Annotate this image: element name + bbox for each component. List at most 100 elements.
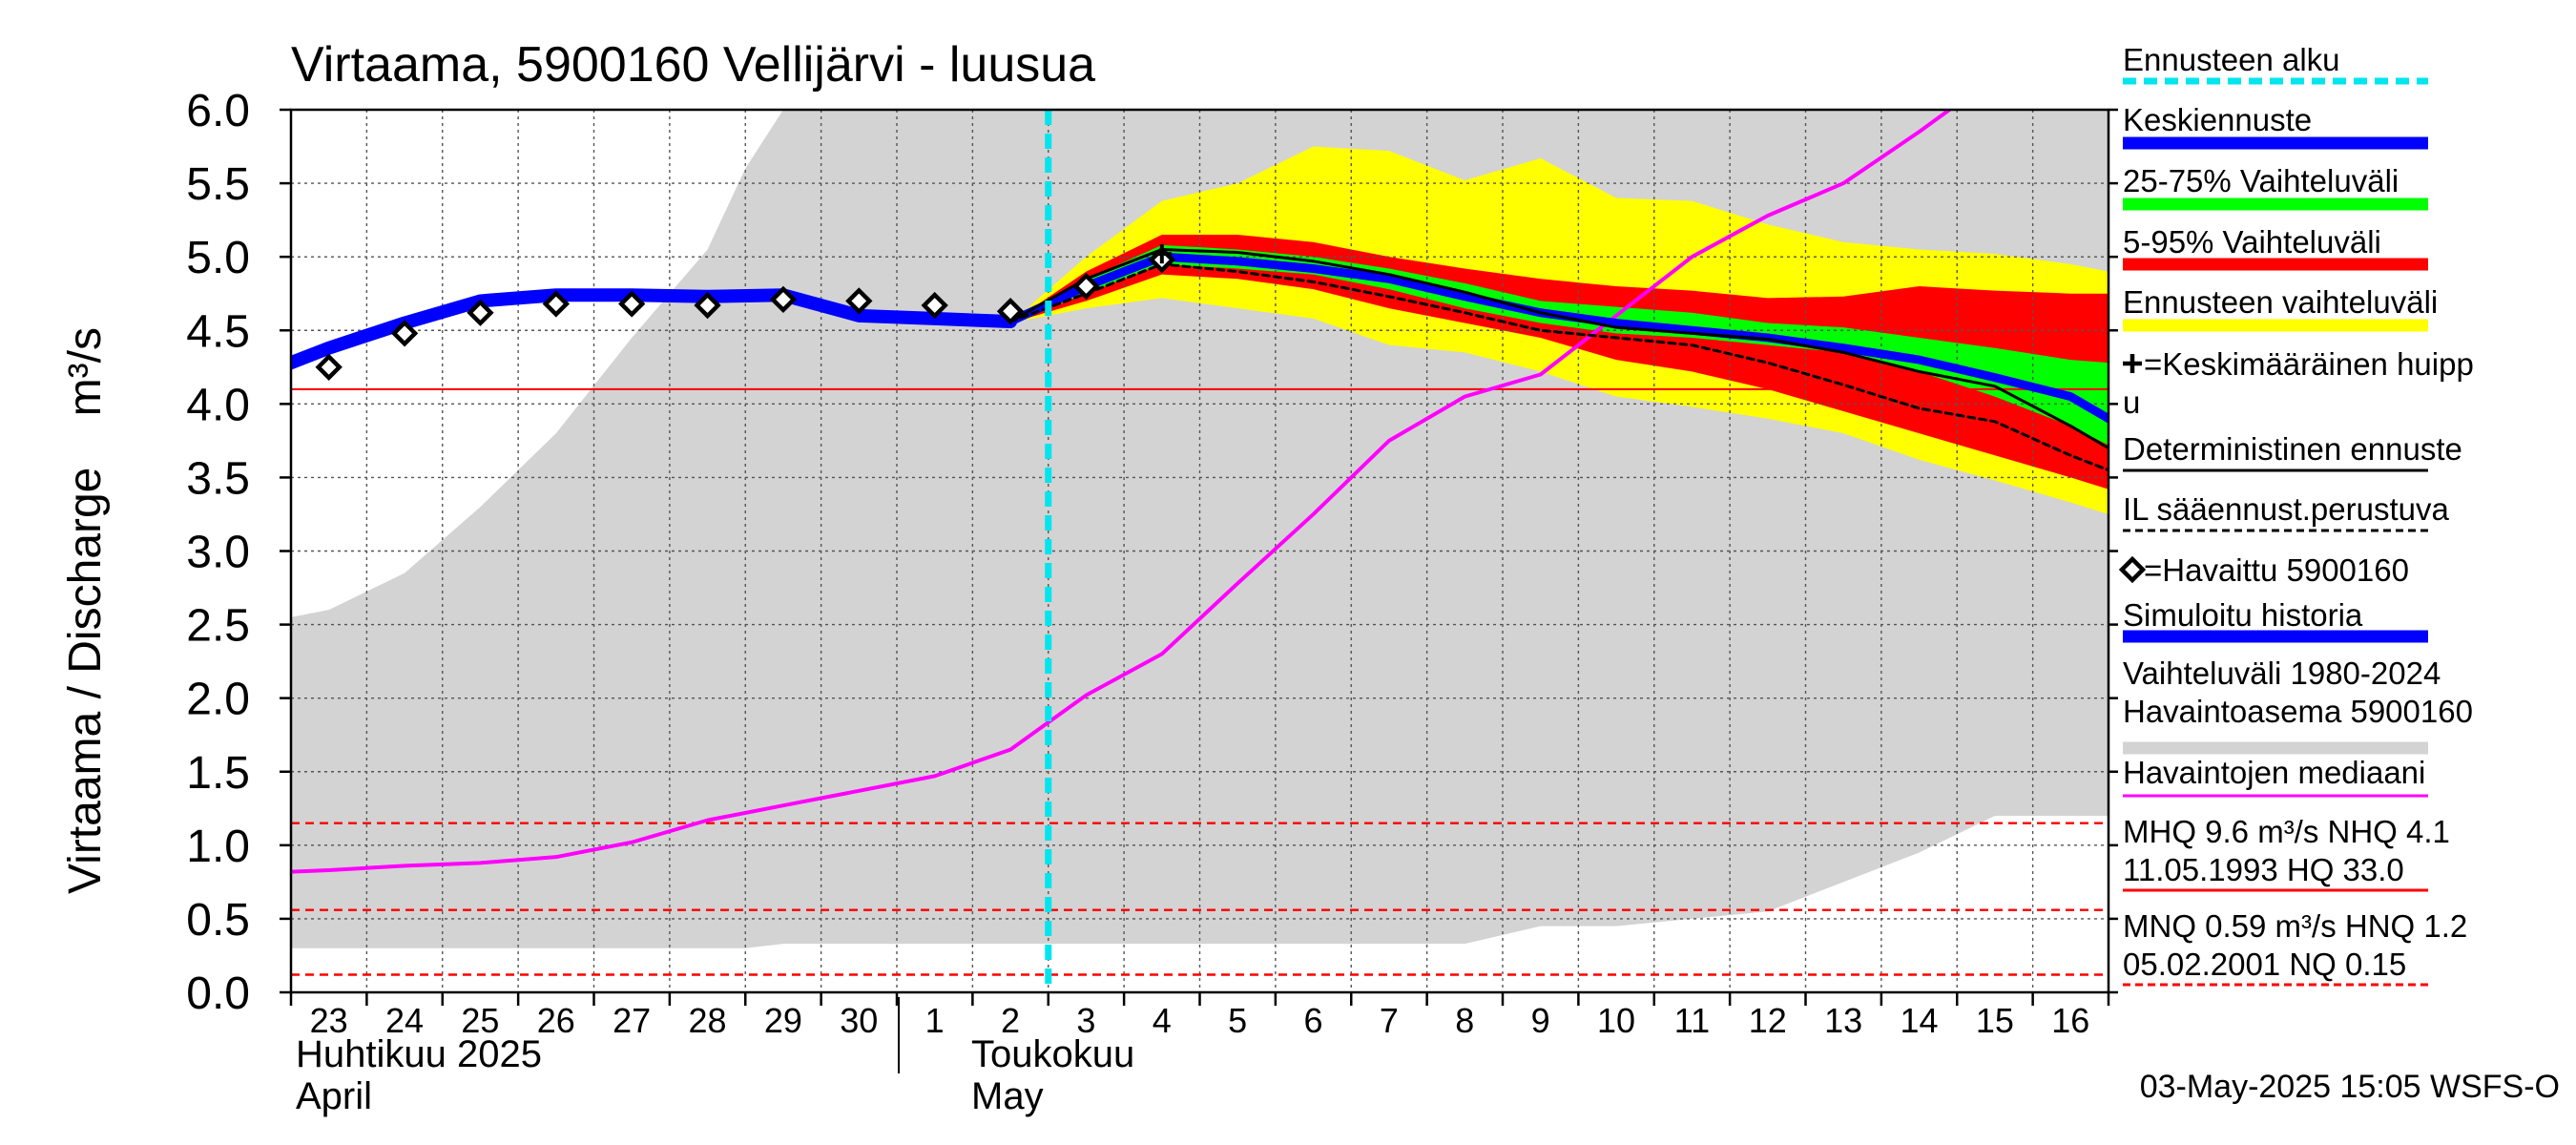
observed-point — [921, 291, 948, 320]
legend-vaihteluvali-1980-2024: Vaihteluväli 1980-2024 Havaintoasema 590… — [2123, 656, 2473, 755]
observed-point — [1072, 272, 1100, 301]
x-tick-label: 16 — [2051, 1001, 2089, 1040]
observed-point — [996, 298, 1025, 325]
median-line — [291, 110, 1952, 874]
axes: 0.0 0.5 1.0 1.5 2.0 2.5 3.0 3.5 4.0 4.5 5.0 5.5 6.0 2… — [186, 86, 2118, 1117]
y-tick-label: 4.5 — [186, 306, 250, 357]
x-tick-label: 4 — [1153, 1001, 1172, 1040]
x-tick-label: 8 — [1455, 1001, 1474, 1040]
month-label-april-fi: Huhtikuu 2025 — [296, 1033, 542, 1075]
legend-il-saaennust-perustuva: IL sääennust.perustuva — [2123, 491, 2449, 532]
x-tick-label: 23 — [310, 1001, 348, 1040]
legend-simuloitu-historia: Simuloitu historia — [2123, 597, 2428, 643]
y-tick-label: 6.0 — [186, 86, 250, 136]
observed-point — [315, 353, 343, 381]
legend-deterministinen-ennuste-text: Deterministinen ennuste — [2123, 431, 2462, 467]
legend-mnq-0-59-m-s-hnq-1-2-text: MNQ 0.59 m³/s HNQ 1.2 — [2123, 908, 2467, 944]
legend-ennusteen-alku-text: Ennusteen alku — [2123, 42, 2340, 77]
observed-point — [542, 290, 570, 318]
legend: Ennusteen alku Keskiennuste 25-75% Vaihtel… — [2118, 42, 2474, 987]
legend-keskimaarainen-huipp-text-2: u — [2123, 385, 2140, 420]
observed-point — [467, 299, 494, 326]
x-tick-label: 6 — [1304, 1001, 1323, 1040]
legend-keskiennuste: Keskiennuste — [2123, 102, 2428, 150]
x-tick-label: 2 — [1001, 1001, 1020, 1040]
y-tick-label: 3.5 — [186, 453, 250, 504]
x-tick-label: 25 — [461, 1001, 499, 1040]
legend-havaittu-5900160-swatch — [2118, 555, 2147, 584]
x-tick-label: 10 — [1597, 1001, 1635, 1040]
y-tick-label: 2.5 — [186, 601, 250, 652]
x-tick-label: 29 — [764, 1001, 802, 1040]
y-tick-label: 1.0 — [186, 822, 250, 872]
x-tick-label: 7 — [1380, 1001, 1399, 1040]
legend-mhq-9-6-m-s-nhq-4-1-text-2: 11.05.1993 HQ 33.0 — [2123, 852, 2404, 887]
legend-5-95-vaihteluvali-text: 5-95% Vaihteluväli — [2123, 224, 2381, 260]
y-tick-label: 5.0 — [186, 233, 250, 283]
legend-havaintojen-mediaani-text: Havaintojen mediaani — [2123, 755, 2425, 790]
x-tick-label: 28 — [689, 1001, 727, 1040]
x-tick-label: 5 — [1228, 1001, 1247, 1040]
y-tick-label: 3.0 — [186, 528, 250, 578]
y-tick-label: 1.5 — [186, 748, 250, 799]
legend-25-75-vaihteluvali: 25-75% Vaihteluväli — [2123, 163, 2428, 211]
chart-title: Virtaama, 5900160 Vellijärvi - luusua — [291, 37, 1095, 93]
x-tick-label: 9 — [1531, 1001, 1550, 1040]
plot-content — [291, 110, 2109, 992]
legend-havaittu-5900160-text: =Havaittu 5900160 — [2144, 552, 2409, 588]
timestamp-footer: 03-May-2025 15:05 WSFS-O — [2140, 1069, 2560, 1105]
y-tick-label: 2.0 — [186, 675, 250, 725]
legend-5-95-vaihteluvali: 5-95% Vaihteluväli — [2123, 224, 2428, 271]
x-tick-label: 12 — [1749, 1001, 1787, 1040]
legend-vaihteluvali-1980-2024-text-2: Havaintoasema 5900160 — [2123, 694, 2473, 729]
y-axis-label: Virtaama / Discharge m³/s — [60, 327, 111, 894]
legend-deterministinen-ennuste: Deterministinen ennuste — [2123, 431, 2462, 472]
y-tick-label: 5.5 — [186, 159, 250, 210]
legend-keskiennuste-text: Keskiennuste — [2123, 102, 2312, 137]
y-tick-label: 4.0 — [186, 380, 250, 430]
x-tick-label: 1 — [925, 1001, 945, 1040]
x-tick-label: 14 — [1901, 1001, 1939, 1040]
legend-mhq-9-6-m-s-nhq-4-1: MHQ 9.6 m³/s NHQ 4.111.05.1993 HQ 33.0 — [2123, 814, 2450, 892]
average-peak-marker — [1152, 244, 1172, 264]
x-tick-label: 24 — [385, 1001, 424, 1040]
legend-il-saaennust-perustuva-text: IL sääennust.perustuva — [2123, 491, 2449, 527]
x-tick-label: 27 — [613, 1001, 651, 1040]
observed-point — [390, 320, 419, 347]
month-label-april-en: April — [296, 1075, 372, 1117]
il-forecast-line — [1008, 262, 2109, 472]
observed-point — [618, 290, 646, 318]
legend-ennusteen-vaihteluvali-text: Ennusteen vaihteluväli — [2123, 284, 2438, 320]
month-label-may-en: May — [971, 1075, 1044, 1117]
plot-area — [291, 110, 2109, 992]
legend-keskimaarainen-huipp-swatch — [2123, 354, 2142, 373]
x-tick-label: 15 — [1976, 1001, 2014, 1040]
legend-mnq-0-59-m-s-hnq-1-2-text-2: 05.02.2001 NQ 0.15 — [2123, 947, 2406, 982]
x-tick-label: 3 — [1076, 1001, 1095, 1040]
legend-ennusteen-vaihteluvali: Ennusteen vaihteluväli — [2123, 284, 2438, 332]
legend-mhq-9-6-m-s-nhq-4-1-text: MHQ 9.6 m³/s NHQ 4.1 — [2123, 814, 2450, 849]
month-label-may-fi: Toukokuu — [971, 1033, 1134, 1075]
observed-point — [769, 285, 798, 314]
legend-havaittu-5900160: =Havaittu 5900160 — [2118, 552, 2409, 588]
legend-mnq-0-59-m-s-hnq-1-2: MNQ 0.59 m³/s HNQ 1.205.02.2001 NQ 0.15 — [2123, 908, 2467, 987]
x-tick-label: 13 — [1824, 1001, 1862, 1040]
observed-point — [845, 287, 873, 315]
observed-point — [694, 291, 721, 320]
mean-forecast-line — [1006, 252, 2109, 424]
legend-vaihteluvali-1980-2024-text: Vaihteluväli 1980-2024 — [2123, 656, 2441, 691]
x-tick-label: 30 — [840, 1001, 878, 1040]
band-5-95-vaihteluvali — [1010, 235, 2109, 489]
x-tick-label: 11 — [1674, 1001, 1710, 1040]
legend-simuloitu-historia-text: Simuloitu historia — [2123, 597, 2363, 633]
x-tick-label: 26 — [537, 1001, 575, 1040]
legend-havaintojen-mediaani: Havaintojen mediaani — [2123, 755, 2428, 798]
legend-25-75-vaihteluvali-text: 25-75% Vaihteluväli — [2123, 163, 2399, 198]
legend-keskimaarainen-huipp-text: =Keskimääräinen huipp — [2144, 346, 2474, 382]
y-tick-label: 0.5 — [186, 895, 250, 946]
legend-ennusteen-alku: Ennusteen alku — [2123, 42, 2428, 85]
deterministic-forecast-line — [1008, 247, 2109, 450]
y-tick-label: 0.0 — [186, 968, 250, 1019]
